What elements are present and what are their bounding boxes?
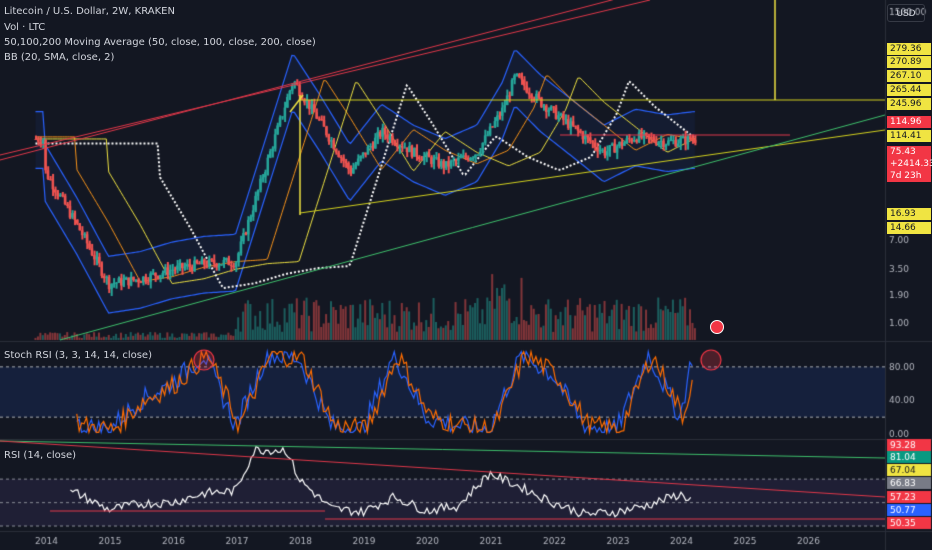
- symbol-title[interactable]: Litecoin / U.S. Dollar, 2W, KRAKEN: [4, 6, 175, 17]
- price-tag: 114.96: [887, 116, 931, 128]
- price-tag: 270.89: [887, 56, 931, 68]
- countdown-tag: 7d 23h: [887, 170, 931, 182]
- price-change-tag: +2414.33%: [887, 158, 932, 170]
- bollinger-bands-label[interactable]: BB (20, SMA, close, 2): [4, 52, 115, 63]
- volume-indicator-label[interactable]: Vol · LTC: [4, 22, 46, 33]
- price-tag: 265.44: [887, 84, 931, 96]
- current-price-tag: 75.43: [887, 146, 931, 158]
- rsi-title[interactable]: RSI (14, close): [4, 450, 77, 461]
- price-tag: 114.41: [887, 130, 931, 142]
- price-tag: 14.66: [887, 222, 931, 234]
- price-tag: 16.93: [887, 208, 931, 220]
- event-flag-icon[interactable]: [710, 320, 724, 334]
- currency-button[interactable]: USD: [887, 4, 925, 22]
- stoch-rsi-title[interactable]: Stoch RSI (3, 3, 14, 14, close): [4, 350, 152, 361]
- price-tag: 267.10: [887, 70, 931, 82]
- price-tag: 245.96: [887, 98, 931, 110]
- price-tag: 279.36: [887, 43, 931, 55]
- moving-average-label[interactable]: 50,100,200 Moving Average (50, close, 10…: [4, 37, 316, 48]
